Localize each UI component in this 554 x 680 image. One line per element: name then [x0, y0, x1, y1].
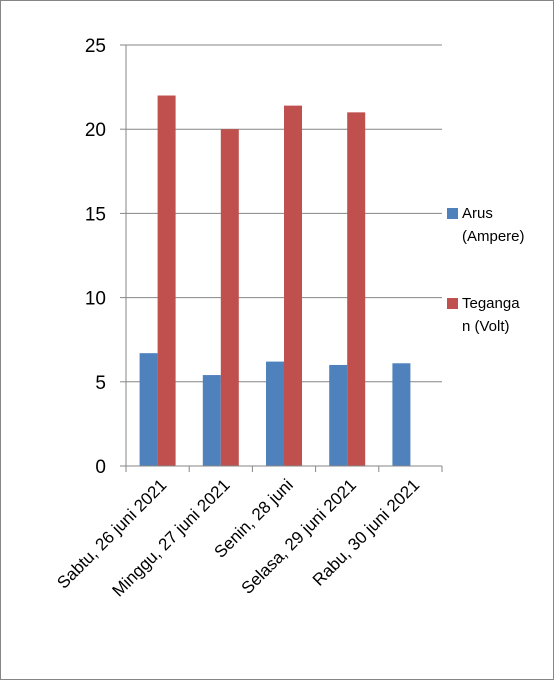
legend-swatch — [447, 208, 458, 219]
bar-arus — [139, 353, 158, 466]
legend-label: Arus — [462, 205, 493, 222]
bar-tegangan — [284, 105, 302, 467]
y-tick-label: 0 — [95, 457, 106, 478]
bar-arus — [329, 364, 348, 466]
y-tick-label: 25 — [85, 36, 106, 57]
legend-label: Teganga — [462, 295, 520, 312]
x-tick-label: Minggu, 27 juni 2021 — [109, 475, 234, 600]
legend-swatch — [447, 298, 458, 309]
bar-arus — [266, 361, 284, 466]
x-tick-label: Sabtu, 26 juni 2021 — [53, 475, 170, 592]
x-tick-label: Rabu, 30 juni 2021 — [309, 475, 423, 589]
bar-tegangan — [347, 112, 366, 467]
bar-tegangan — [220, 129, 239, 466]
y-tick-label: 10 — [85, 289, 106, 310]
x-tick-label: Selasa, 29 juni 2021 — [238, 475, 360, 597]
bar-arus — [392, 363, 411, 466]
legend-label: n (Volt) — [462, 318, 510, 335]
y-tick-label: 15 — [85, 204, 106, 225]
legend: Arus (Ampere) Teganga n (Volt) — [447, 205, 525, 335]
bar-tegangan — [157, 95, 176, 467]
bars — [139, 95, 411, 467]
bar-arus — [202, 375, 221, 466]
y-tick-label: 5 — [95, 373, 106, 394]
y-tick-labels: 0 5 10 15 20 25 — [85, 36, 106, 478]
y-tick-label: 20 — [85, 120, 106, 141]
legend-label: (Ampere) — [462, 228, 525, 245]
axes — [120, 44, 443, 472]
